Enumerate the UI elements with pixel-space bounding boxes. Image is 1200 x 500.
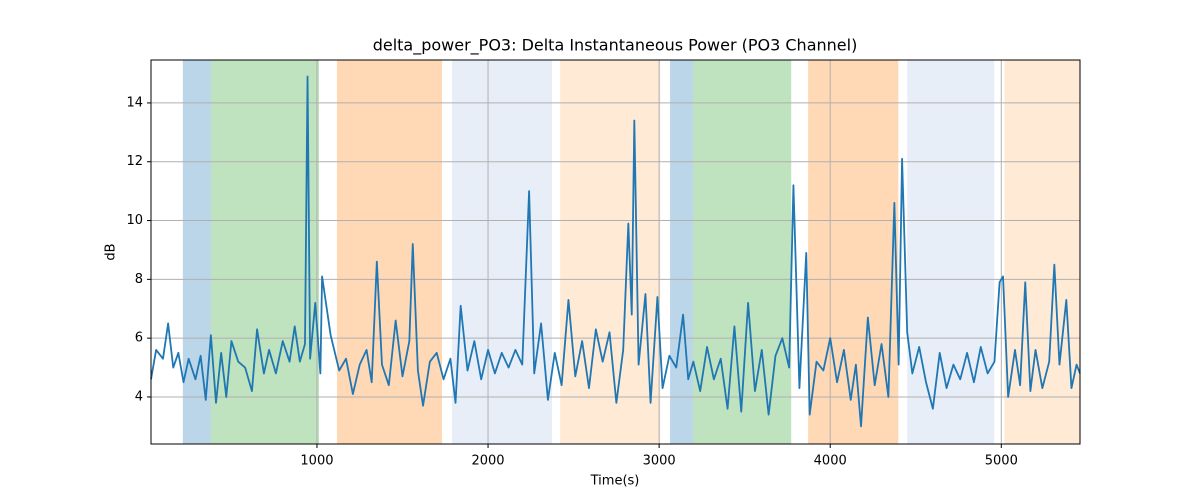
shaded-span: [451, 60, 553, 444]
data-line: [150, 75, 1081, 428]
shaded-span: [907, 60, 995, 444]
x-tick-label: 5000: [985, 454, 1018, 469]
shaded-span: [670, 60, 694, 444]
y-tick-label: 4: [135, 389, 143, 404]
y-axis-label: dB: [104, 243, 119, 260]
x-tick-label: 4000: [814, 454, 847, 469]
shaded-span: [182, 60, 211, 444]
x-tick-label: 3000: [643, 454, 676, 469]
shaded-span: [693, 60, 792, 444]
x-axis-label: Time(s): [590, 474, 640, 489]
shaded-span: [560, 60, 661, 444]
y-tick-label: 12: [126, 154, 143, 169]
y-tick-label: 14: [126, 95, 143, 110]
chart-title: delta_power_PO3: Delta Instantaneous Pow…: [373, 36, 858, 56]
x-tick-label: 2000: [471, 454, 504, 469]
y-tick-label: 6: [135, 331, 143, 346]
shaded-span: [1004, 60, 1080, 444]
x-tick-label: 1000: [300, 454, 333, 469]
shaded-span: [210, 60, 320, 444]
y-tick-label: 10: [126, 213, 143, 228]
y-tick-label: 8: [135, 272, 143, 287]
plot-frame: [150, 59, 1081, 445]
